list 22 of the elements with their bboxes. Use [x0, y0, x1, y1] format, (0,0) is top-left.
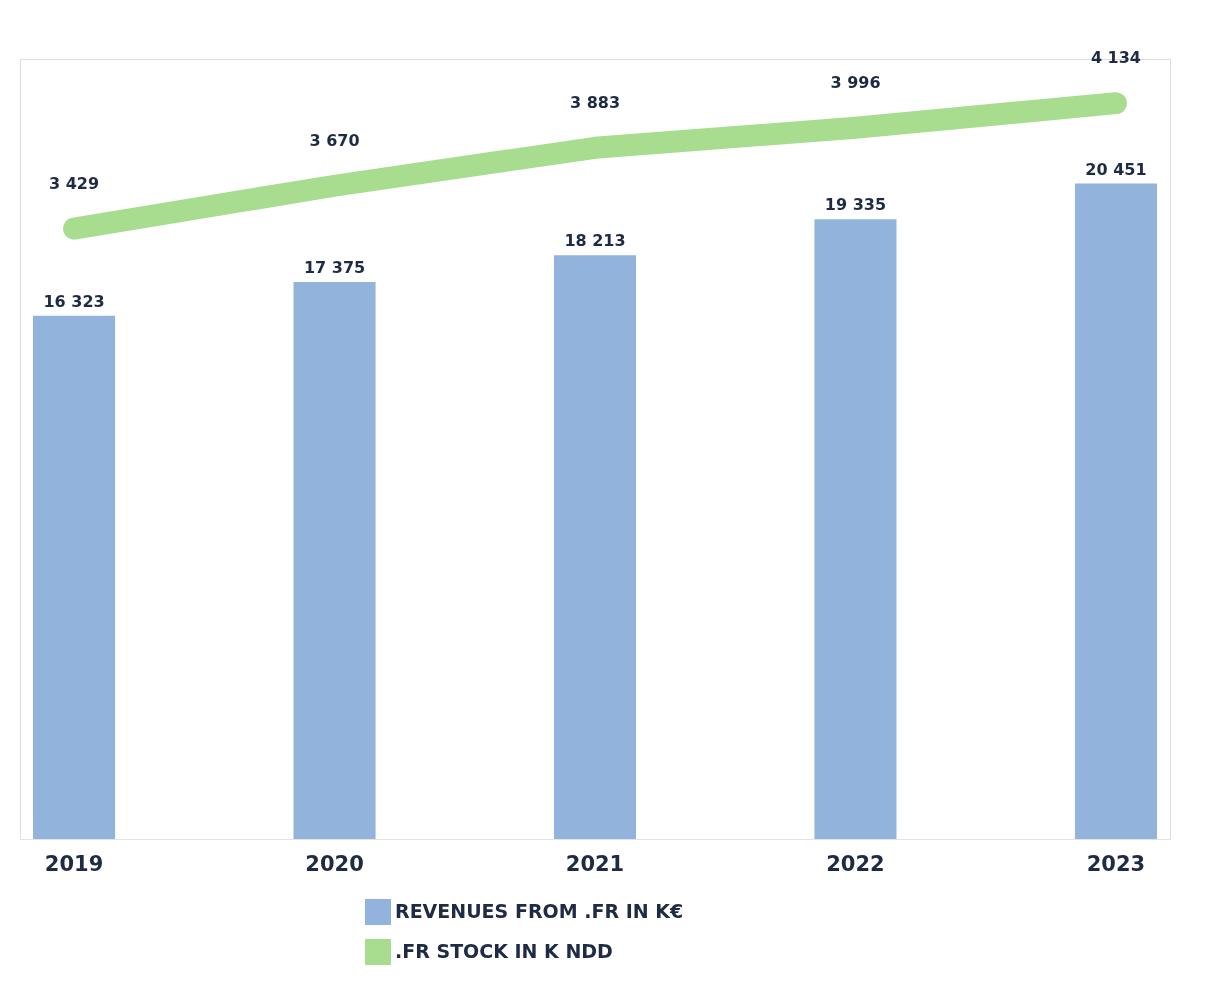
- x-tick-label: 2023: [1086, 851, 1146, 876]
- data-label: 17 375: [303, 258, 366, 278]
- x-tick-label: 2022: [826, 851, 885, 876]
- data-label: 3 670: [309, 130, 360, 150]
- data-label: 3 996: [830, 72, 881, 92]
- x-tick-label: 2020: [305, 851, 364, 876]
- x-tick-label: 2019: [44, 851, 104, 876]
- bar: [553, 255, 637, 839]
- data-label: 3 883: [569, 92, 621, 112]
- bar: [814, 219, 897, 839]
- data-label: 16 323: [43, 291, 105, 311]
- legend-label: REVENUES FROM .FR IN K€: [395, 900, 684, 922]
- bar: [1074, 183, 1157, 839]
- bar: [293, 282, 376, 839]
- x-tick-label: 2021: [565, 851, 625, 876]
- data-label: 3 429: [48, 173, 100, 193]
- bar: [33, 315, 116, 839]
- legend-label: .FR STOCK IN K NDD: [395, 940, 613, 962]
- data-label: 20 451: [1085, 159, 1147, 179]
- data-label: 4 134: [1090, 48, 1142, 68]
- data-label: 18 213: [564, 231, 626, 251]
- data-label: 19 335: [824, 195, 887, 215]
